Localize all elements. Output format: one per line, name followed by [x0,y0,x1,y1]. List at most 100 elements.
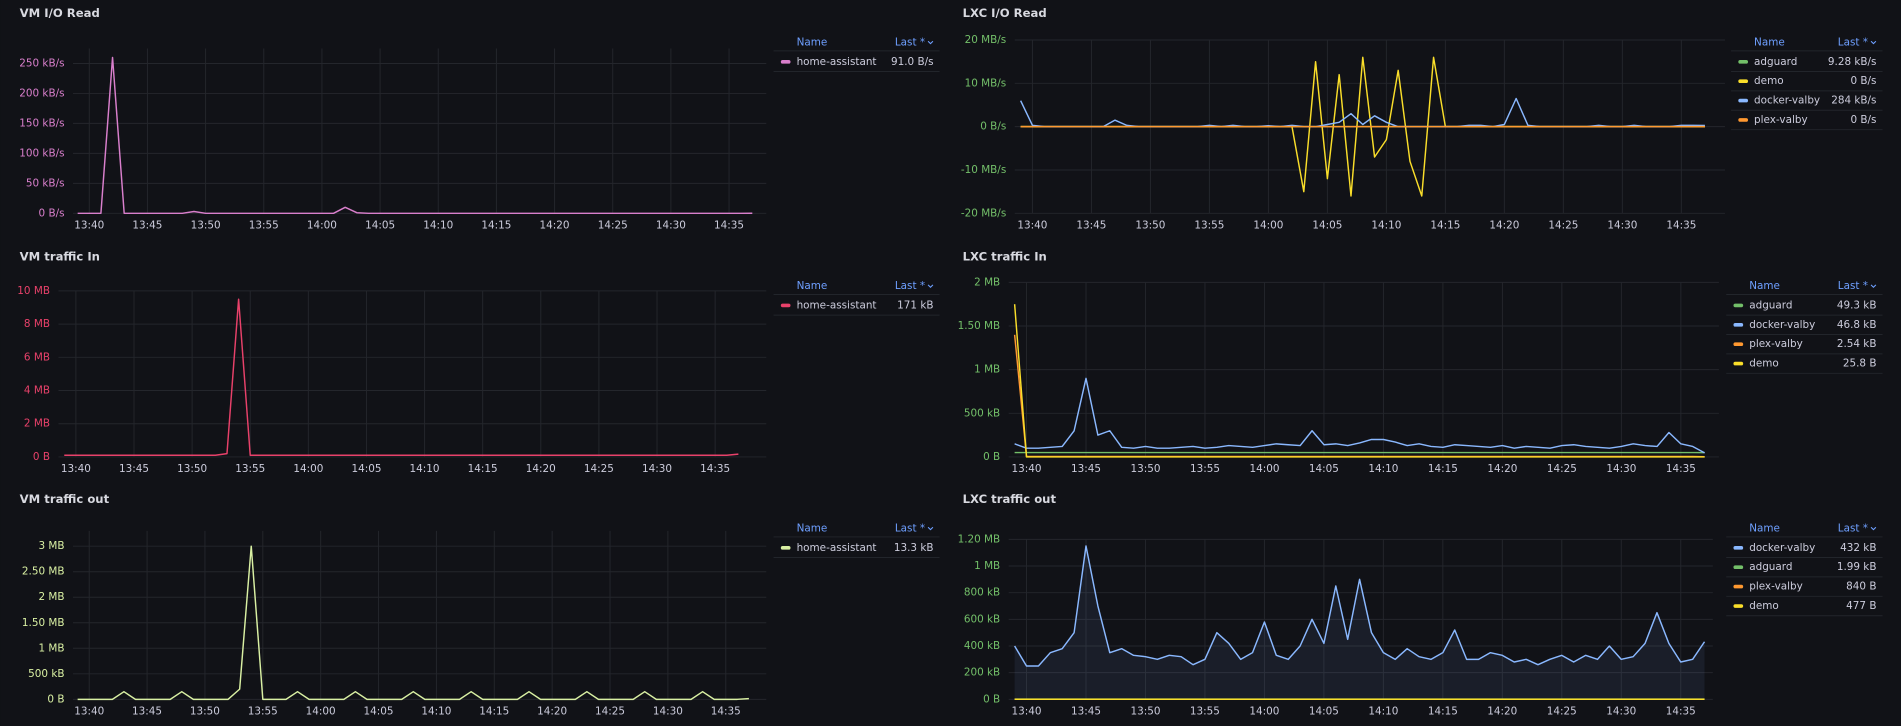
x-tick-label: 14:25 [584,463,614,475]
x-tick-label: 14:35 [1666,219,1696,231]
x-tick-label: 14:35 [711,705,741,717]
x-tick-label: 13:40 [1012,705,1042,717]
x-tick-label: 13:50 [191,219,221,231]
x-tick-label: 13:40 [74,219,104,231]
series-line [77,56,753,215]
x-tick-label: 13:40 [61,463,91,475]
x-tick-label: 14:35 [700,463,730,475]
legend-header[interactable]: Last * [1838,280,1868,292]
legend-name[interactable]: demo [1749,600,1779,612]
x-tick-label: 14:05 [1312,219,1342,231]
legend-name[interactable]: demo [1749,358,1779,370]
x-tick-label: 13:45 [1071,463,1101,475]
legend-last: 25.8 B [1843,358,1877,370]
legend-swatch [1733,604,1744,608]
legend-swatch [1738,59,1749,64]
panel-title: VM traffic out [20,492,110,506]
y-tick-label: 6 MB [24,351,50,363]
legend-header[interactable]: Name [797,36,828,48]
legend-header[interactable]: Name [1749,280,1780,292]
legend-swatch [780,303,791,308]
y-tick-label: 0 B [983,451,1000,463]
x-tick-label: 13:40 [1012,463,1042,475]
sort-icon [927,526,934,531]
legend-header[interactable]: Last * [1838,522,1868,534]
legend-header[interactable]: Last * [895,36,925,48]
series-line [77,545,749,701]
x-tick-label: 13:50 [1130,463,1160,475]
y-tick-label: 2.50 MB [22,566,65,578]
legend-last: 49.3 kB [1837,299,1877,311]
x-tick-label: 14:25 [595,705,625,717]
legend-last: 9.28 kB/s [1828,56,1877,68]
x-tick-label: 14:10 [423,219,453,231]
x-tick-label: 14:30 [656,219,686,231]
legend-name[interactable]: demo [1754,75,1784,87]
y-tick-label: 1.50 MB [22,617,65,629]
x-tick-label: 14:10 [421,705,451,717]
y-tick-label: 1.20 MB [958,533,1001,545]
x-tick-label: 14:20 [540,219,570,231]
y-tick-label: 2 MB [974,276,1000,288]
legend-last: 13.3 kB [894,542,934,554]
x-tick-label: 14:10 [410,463,440,475]
legend-swatch [1733,584,1744,589]
x-tick-label: 14:30 [653,705,683,717]
legend-last: 477 B [1846,600,1876,612]
legend-header[interactable]: Name [797,522,828,534]
legend-swatch [1733,342,1744,347]
legend-name[interactable]: docker-valby [1749,319,1815,331]
x-tick-label: 13:55 [235,463,265,475]
legend-header[interactable]: Name [1754,36,1785,48]
legend-header[interactable]: Last * [895,522,925,534]
legend-header[interactable]: Last * [1838,36,1868,48]
x-tick-label: 14:20 [1487,705,1517,717]
legend-name[interactable]: home-assistant [797,299,877,311]
x-tick-label: 14:15 [1428,705,1458,717]
legend-swatch [1738,98,1749,103]
legend-swatch [1738,118,1749,122]
legend-name[interactable]: plex-valby [1749,338,1803,350]
x-tick-label: 14:10 [1368,705,1398,717]
series-line [64,298,739,456]
x-tick-label: 14:15 [481,219,511,231]
x-tick-label: 14:25 [1547,463,1577,475]
legend-name[interactable]: plex-valby [1749,581,1803,593]
legend-name[interactable]: plex-valby [1754,114,1808,126]
y-tick-label: 0 B [983,693,1000,705]
legend-name[interactable]: adguard [1749,561,1792,573]
legend-name[interactable]: home-assistant [797,56,877,68]
legend-header[interactable]: Name [797,280,828,292]
x-tick-label: 14:05 [351,463,381,475]
legend-name[interactable]: docker-valby [1749,542,1815,554]
legend-swatch [780,59,791,64]
x-tick-label: 14:15 [1430,219,1460,231]
x-tick-label: 14:00 [307,219,337,231]
legend-name[interactable]: home-assistant [797,542,877,554]
x-tick-label: 14:00 [306,705,336,717]
legend-name[interactable]: adguard [1749,299,1792,311]
x-tick-label: 14:20 [1489,219,1519,231]
panel-title: LXC traffic out [963,492,1057,506]
x-tick-label: 14:00 [1249,463,1279,475]
series-line [1014,377,1705,454]
legend-name[interactable]: docker-valby [1754,95,1820,107]
x-tick-label: 14:30 [1606,463,1636,475]
y-tick-label: 600 kB [964,613,1000,625]
y-tick-label: 50 kB/s [26,177,65,189]
x-tick-label: 14:15 [468,463,498,475]
legend-name[interactable]: adguard [1754,56,1797,68]
legend-swatch [1733,546,1744,550]
x-tick-label: 13:45 [1071,705,1101,717]
y-tick-label: -20 MB/s [961,207,1006,219]
x-tick-label: 14:30 [1606,705,1636,717]
x-tick-label: 14:20 [526,463,556,475]
legend-header[interactable]: Name [1749,522,1780,534]
y-tick-label: 2 MB [24,418,50,430]
y-tick-label: 1 MB [974,364,1000,376]
x-tick-label: 13:55 [249,219,279,231]
legend-header[interactable]: Last * [895,280,925,292]
x-tick-label: 14:20 [1487,463,1517,475]
x-tick-label: 13:45 [132,705,162,717]
y-tick-label: 3 MB [38,540,64,552]
